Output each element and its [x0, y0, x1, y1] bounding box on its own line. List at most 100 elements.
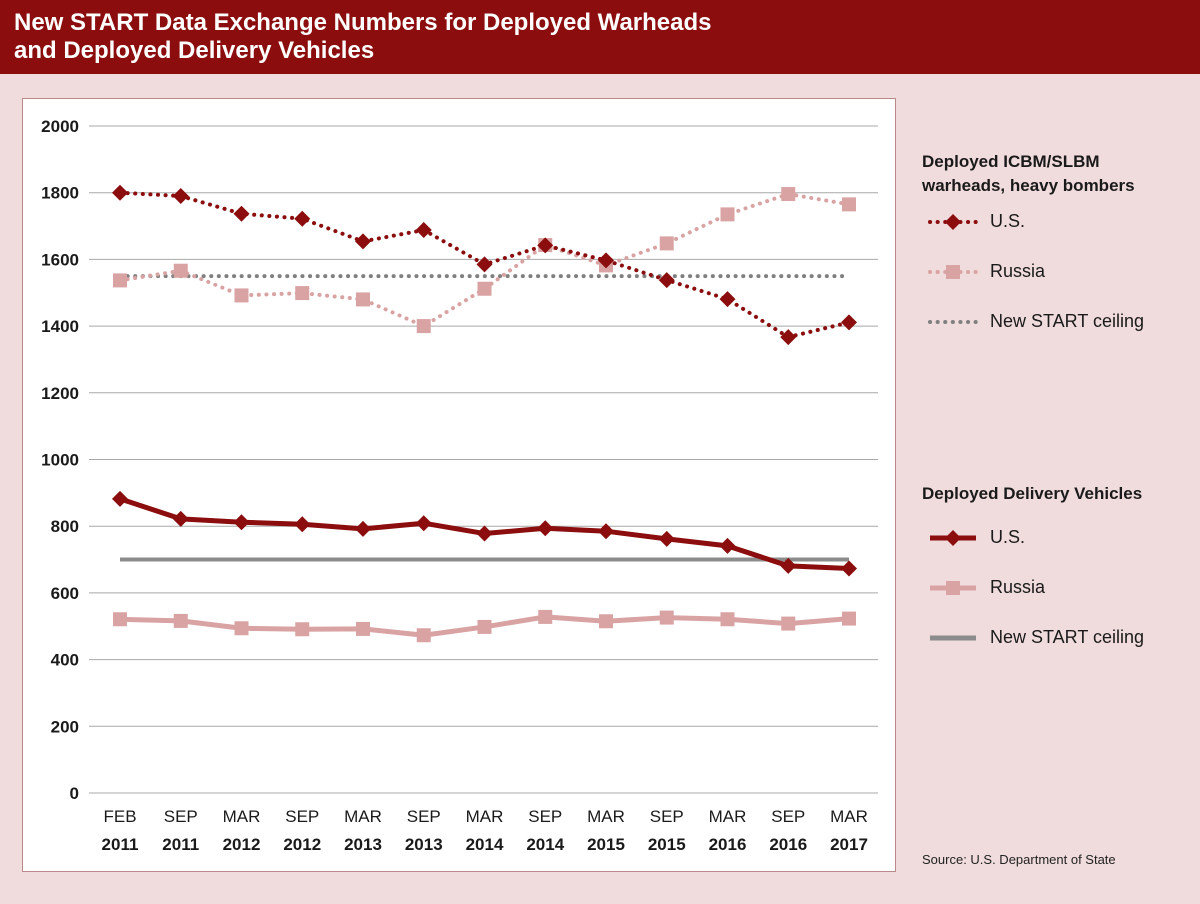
y-tick-label: 1200	[41, 384, 79, 403]
y-tick-label: 600	[51, 584, 79, 603]
data-point-us-vehicles	[294, 516, 311, 533]
data-point-us-vehicles	[719, 537, 736, 554]
data-point-russia-warheads	[781, 187, 796, 202]
y-tick-label: 2000	[41, 117, 79, 136]
legend-swatch-marker-russia-vehicles	[946, 581, 960, 595]
data-point-us-warheads	[294, 210, 311, 227]
x-tick-year-label: 2017	[830, 835, 868, 854]
x-tick-year-label: 2011	[102, 835, 139, 854]
legend-label-us-vehicles: U.S.	[990, 527, 1026, 547]
y-tick-label: 1600	[41, 250, 79, 269]
y-tick-label: 0	[70, 784, 79, 803]
data-point-russia-vehicles	[295, 622, 310, 637]
data-point-us-vehicles	[476, 525, 493, 542]
x-tick-month-label: MAR	[830, 807, 868, 826]
data-point-russia-warheads	[356, 292, 370, 307]
source-note: Source: U.S. Department of State	[922, 852, 1116, 867]
data-point-us-vehicles	[355, 520, 371, 537]
data-point-us-vehicles	[537, 520, 554, 537]
data-point-us-warheads	[233, 205, 250, 222]
x-tick-month-label: SEP	[528, 807, 562, 826]
data-point-us-warheads	[355, 233, 371, 250]
data-point-russia-vehicles	[720, 612, 735, 627]
data-point-us-vehicles	[112, 490, 128, 507]
data-point-russia-warheads	[173, 263, 188, 278]
data-point-russia-warheads	[416, 319, 431, 334]
plot-panel	[22, 98, 896, 872]
data-point-russia-warheads	[234, 288, 249, 303]
x-tick-year-label: 2013	[405, 835, 443, 854]
x-tick-month-label: SEP	[771, 807, 805, 826]
y-tick-label: 200	[51, 717, 79, 736]
x-tick-month-label: SEP	[164, 807, 198, 826]
x-tick-month-label: FEB	[103, 807, 136, 826]
y-tick-label: 1400	[41, 317, 79, 336]
x-tick-year-label: 2016	[769, 835, 807, 854]
data-point-russia-warheads	[659, 236, 674, 251]
legend-label-ceiling-vehicles: New START ceiling	[990, 627, 1145, 647]
data-point-us-vehicles	[172, 510, 189, 527]
data-point-russia-warheads	[720, 207, 735, 222]
data-point-us-warheads	[476, 256, 493, 273]
data-point-russia-vehicles	[538, 609, 553, 624]
data-point-russia-vehicles	[477, 619, 492, 634]
data-point-us-warheads	[598, 252, 614, 269]
x-tick-year-label: 2014	[526, 835, 564, 854]
data-point-russia-vehicles	[599, 614, 613, 629]
data-point-us-vehicles	[658, 530, 675, 547]
chart-title-line-1: New START Data Exchange Numbers for Depl…	[14, 9, 712, 36]
legend-label-russia-warheads: Russia	[990, 261, 1046, 281]
data-point-russia-vehicles	[356, 621, 370, 636]
x-tick-year-label: 2012	[283, 835, 321, 854]
x-tick-month-label: SEP	[650, 807, 684, 826]
data-point-us-warheads	[537, 237, 554, 254]
data-point-russia-vehicles	[234, 621, 249, 636]
legend-label-russia-vehicles: Russia	[990, 577, 1046, 597]
x-tick-month-label: SEP	[285, 807, 319, 826]
data-point-russia-vehicles	[659, 610, 674, 625]
x-tick-month-label: MAR	[709, 807, 747, 826]
data-point-us-warheads	[780, 329, 797, 346]
x-tick-month-label: SEP	[407, 807, 441, 826]
x-tick-year-label: 2012	[223, 835, 261, 854]
legend-swatch-marker-russia-warheads	[946, 265, 960, 279]
x-tick-month-label: MAR	[466, 807, 504, 826]
x-tick-year-label: 2013	[344, 835, 382, 854]
legend-heading-warheads-line-2: warheads, heavy bombers	[922, 176, 1135, 195]
legend-swatch-marker-us-warheads	[945, 214, 961, 230]
x-tick-year-label: 2015	[587, 835, 625, 854]
chart-title-line-2: and Deployed Delivery Vehicles	[14, 37, 375, 64]
data-point-us-vehicles	[233, 514, 250, 531]
x-tick-year-label: 2011	[162, 835, 199, 854]
data-point-us-warheads	[658, 272, 675, 289]
data-point-russia-vehicles	[842, 611, 856, 626]
legend-heading-warheads-line-1: Deployed ICBM/SLBM	[922, 152, 1100, 171]
data-point-us-warheads	[172, 188, 189, 205]
x-tick-month-label: MAR	[223, 807, 261, 826]
data-point-us-warheads	[841, 314, 857, 331]
data-point-russia-vehicles	[113, 612, 127, 627]
y-tick-label: 1800	[41, 184, 79, 203]
legend-label-us-warheads: U.S.	[990, 211, 1026, 231]
title-bar: New START Data Exchange Numbers for Depl…	[0, 0, 1200, 74]
x-tick-year-label: 2014	[466, 835, 504, 854]
x-tick-year-label: 2016	[709, 835, 747, 854]
data-point-us-vehicles	[415, 515, 432, 532]
data-point-russia-vehicles	[781, 616, 796, 631]
x-tick-year-label: 2015	[648, 835, 686, 854]
legend-label-ceiling-warheads: New START ceiling	[990, 311, 1145, 331]
data-point-us-vehicles	[780, 557, 797, 574]
y-tick-label: 800	[51, 517, 79, 536]
data-point-us-warheads	[415, 222, 432, 239]
data-point-russia-vehicles	[416, 628, 431, 643]
data-point-us-vehicles	[841, 560, 857, 577]
data-point-russia-warheads	[295, 286, 310, 301]
x-tick-month-label: MAR	[587, 807, 625, 826]
data-point-russia-warheads	[477, 281, 492, 296]
x-tick-month-label: MAR	[344, 807, 382, 826]
data-point-us-warheads	[112, 184, 128, 201]
data-point-us-vehicles	[598, 523, 614, 540]
y-tick-label: 400	[51, 651, 79, 670]
data-point-russia-warheads	[113, 273, 127, 288]
